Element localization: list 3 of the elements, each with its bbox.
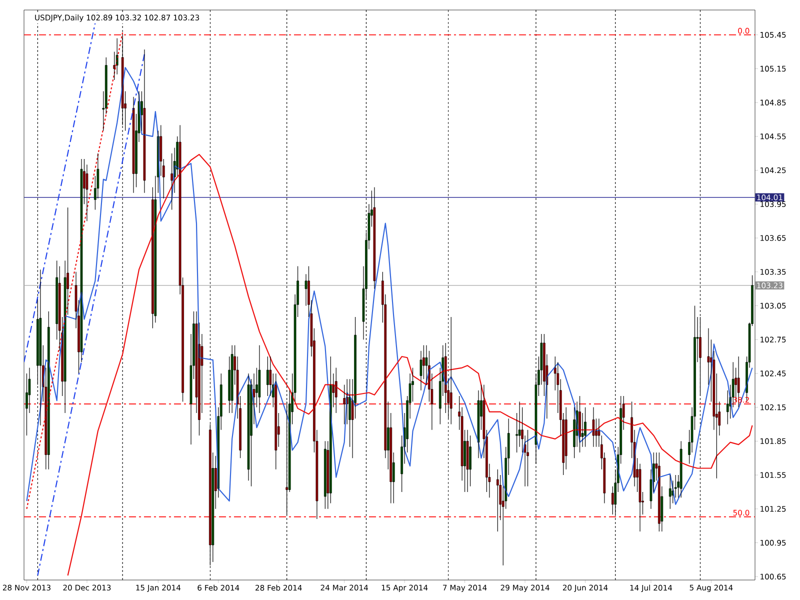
line-series	[26, 67, 753, 505]
candlestick	[526, 430, 529, 487]
candlestick	[668, 474, 672, 510]
